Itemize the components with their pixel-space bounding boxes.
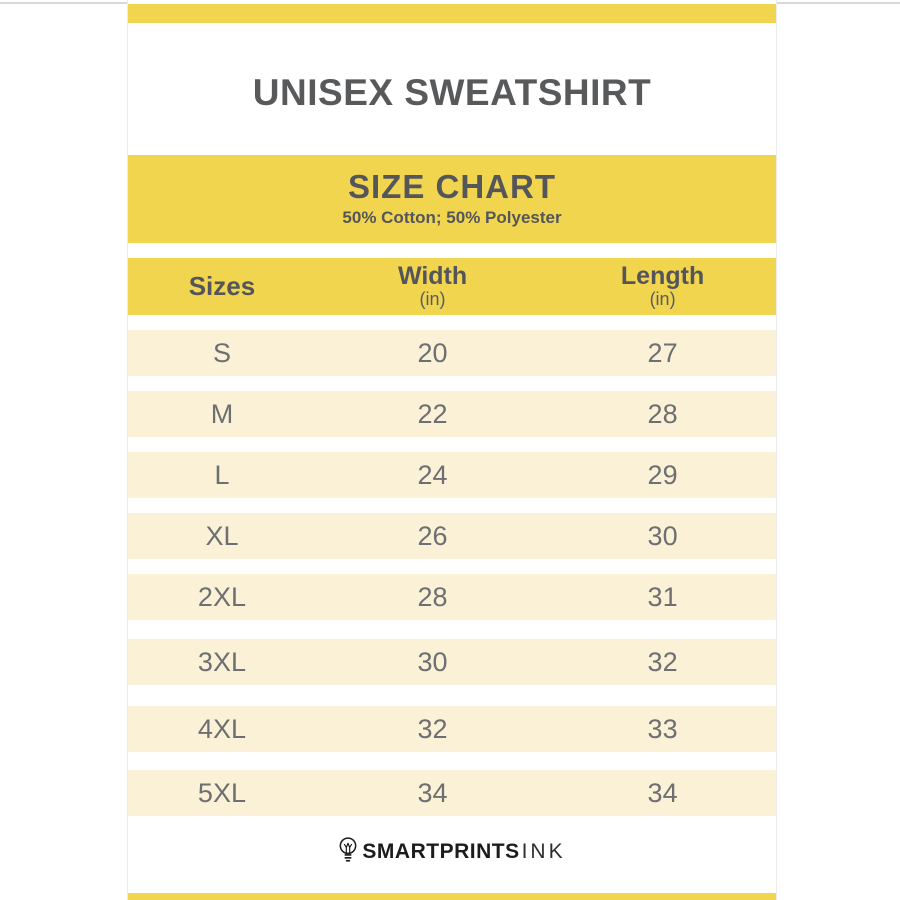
column-header-sizes: Sizes [128, 271, 316, 302]
column-header-length-unit: (in) [649, 289, 676, 309]
width-cell: 34 [417, 777, 448, 808]
column-header-width-unit: (in) [419, 289, 446, 309]
size-cell: 3XL [197, 646, 246, 677]
length-cell: 33 [647, 713, 678, 744]
table-row: L 24 29 [128, 452, 776, 498]
width-cell: 30 [417, 646, 448, 677]
product-title: UNISEX SWEATSHIRT [252, 72, 652, 113]
column-header-width: Width (in) [316, 263, 549, 310]
size-chart-sheet: UNISEX SWEATSHIRT SIZE CHART 50% Cotton;… [127, 0, 777, 900]
fabric-composition-label: 50% Cotton; 50% Polyester [342, 208, 562, 227]
width-cell: 26 [417, 520, 448, 551]
lightbulb-icon [338, 836, 358, 868]
width-cell: 24 [417, 459, 448, 490]
size-chart-banner: SIZE CHART 50% Cotton; 50% Polyester [128, 155, 776, 243]
column-header-width-label: Width [397, 262, 468, 290]
column-header-length-label: Length [620, 262, 705, 290]
size-chart-heading: SIZE CHART [348, 168, 556, 205]
width-cell: 20 [417, 337, 448, 368]
table-row: S 20 27 [128, 330, 776, 376]
length-cell: 32 [647, 646, 678, 677]
size-cell: M [210, 398, 234, 429]
width-cell: 28 [417, 581, 448, 612]
table-header-row: Sizes Width (in) Length (in) [128, 258, 776, 315]
length-cell: 30 [647, 520, 678, 551]
size-cell: 2XL [197, 581, 246, 612]
width-cell: 32 [417, 713, 448, 744]
brand-footer: SMARTPRINTS INK [128, 836, 776, 868]
column-header-length: Length (in) [549, 263, 776, 310]
table-row: 3XL 30 32 [128, 639, 776, 685]
table-row: 4XL 32 33 [128, 706, 776, 752]
size-cell: S [212, 337, 231, 368]
bottom-accent-bar [128, 893, 776, 900]
length-cell: 28 [647, 398, 678, 429]
size-cell: 4XL [197, 713, 246, 744]
length-cell: 31 [647, 581, 678, 612]
top-accent-bar [128, 4, 776, 23]
table-row: XL 26 30 [128, 513, 776, 559]
size-cell: L [214, 459, 230, 490]
table-row: M 22 28 [128, 391, 776, 437]
size-cell: XL [205, 520, 239, 551]
column-header-sizes-label: Sizes [188, 271, 256, 301]
length-cell: 29 [647, 459, 678, 490]
table-row: 5XL 34 34 [128, 770, 776, 816]
width-cell: 22 [417, 398, 448, 429]
brand-name-light: INK [521, 840, 566, 863]
length-cell: 34 [647, 777, 678, 808]
table-row: 2XL 28 31 [128, 574, 776, 620]
brand-name-bold: SMARTPRINTS [362, 840, 520, 863]
size-cell: 5XL [197, 777, 246, 808]
length-cell: 27 [647, 337, 678, 368]
